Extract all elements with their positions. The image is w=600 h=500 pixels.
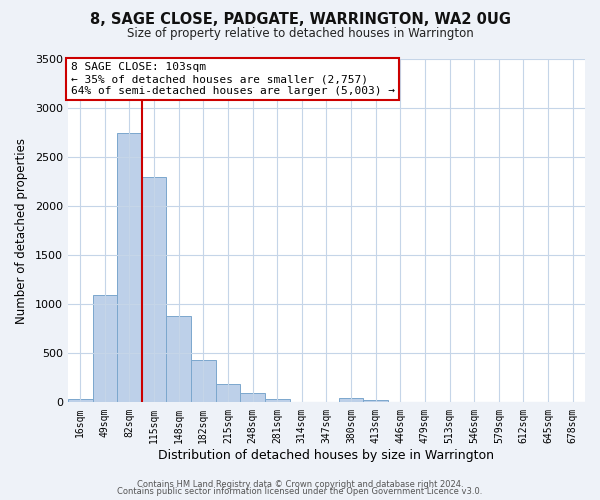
Bar [191,360,215,403]
Text: 8 SAGE CLOSE: 103sqm
← 35% of detached houses are smaller (2,757)
64% of semi-de: 8 SAGE CLOSE: 103sqm ← 35% of detached h… [71,62,395,96]
Bar [364,400,388,402]
Bar [240,393,265,402]
Bar [265,399,290,402]
Text: Size of property relative to detached houses in Warrington: Size of property relative to detached ho… [127,28,473,40]
Text: Contains HM Land Registry data © Crown copyright and database right 2024.: Contains HM Land Registry data © Crown c… [137,480,463,489]
Y-axis label: Number of detached properties: Number of detached properties [15,138,28,324]
Bar [117,132,142,402]
X-axis label: Distribution of detached houses by size in Warrington: Distribution of detached houses by size … [158,450,494,462]
Bar [166,316,191,402]
Bar [142,177,166,402]
Text: 8, SAGE CLOSE, PADGATE, WARRINGTON, WA2 0UG: 8, SAGE CLOSE, PADGATE, WARRINGTON, WA2 … [89,12,511,28]
Bar [215,384,240,402]
Bar [68,398,92,402]
Bar [92,294,117,403]
Bar [339,398,364,402]
Text: Contains public sector information licensed under the Open Government Licence v3: Contains public sector information licen… [118,487,482,496]
